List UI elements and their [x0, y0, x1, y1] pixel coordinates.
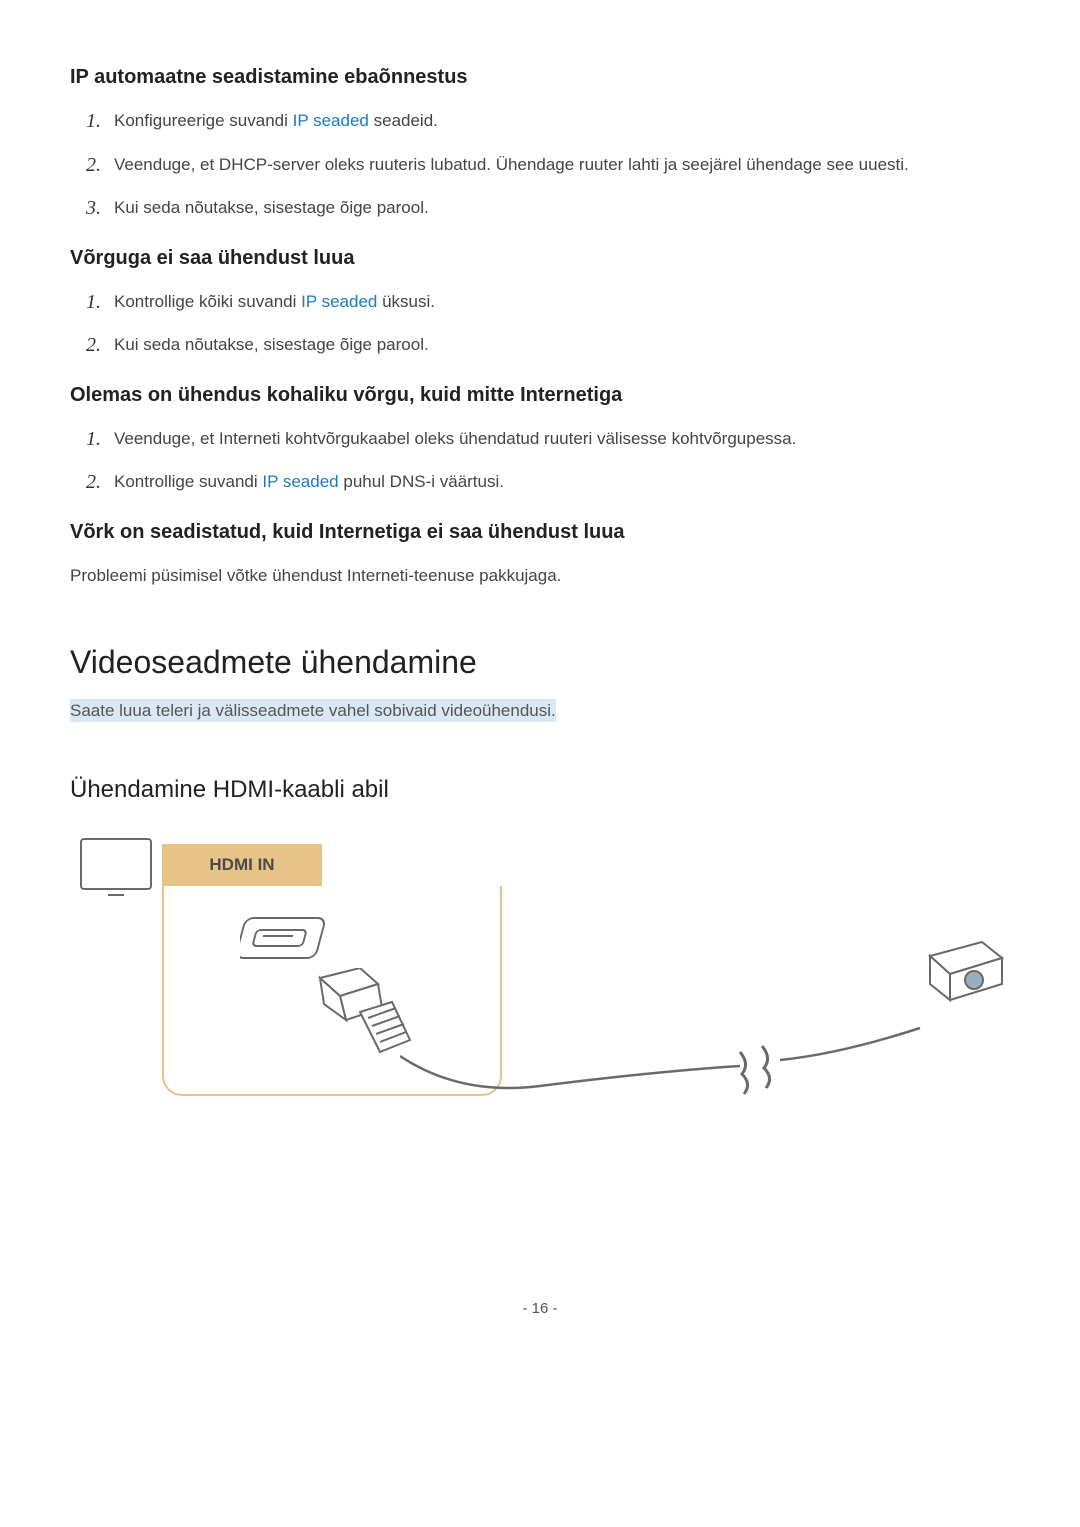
body-text: Probleemi püsimisel võtke ühendust Inter… — [70, 563, 1010, 589]
section-heading: Võrguga ei saa ühendust luua — [70, 243, 1010, 273]
text: Kontrollige suvandi — [114, 472, 262, 491]
hdmi-diagram: HDMI IN — [70, 838, 1010, 1118]
link-text: IP seaded — [293, 111, 369, 130]
hdmi-port-icon — [240, 910, 340, 970]
list-item: Konfigureerige suvandi IP seaded seadeid… — [86, 108, 1010, 134]
link-text: IP seaded — [301, 292, 377, 311]
ordered-list: Konfigureerige suvandi IP seaded seadeid… — [86, 108, 1010, 221]
sub-heading: Ühendamine HDMI-kaabli abil — [70, 772, 1010, 808]
list-item: Kontrollige suvandi IP seaded puhul DNS-… — [86, 469, 1010, 495]
text: Veenduge, et Interneti kohtvõrgukaabel o… — [114, 429, 796, 448]
text: seadeid. — [369, 111, 438, 130]
page-number: - 16 - — [70, 1298, 1010, 1321]
list-item: Veenduge, et DHCP-server oleks ruuteris … — [86, 152, 1010, 178]
list-item: Kui seda nõutakse, sisestage õige parool… — [86, 332, 1010, 358]
tv-icon — [80, 838, 152, 890]
link-text: IP seaded — [262, 472, 338, 491]
cable-icon — [400, 1016, 940, 1106]
list-item: Kui seda nõutakse, sisestage õige parool… — [86, 195, 1010, 221]
text: puhul DNS-i väärtusi. — [339, 472, 504, 491]
hdmi-label: HDMI IN — [162, 844, 322, 886]
text: Kui seda nõutakse, sisestage õige parool… — [114, 335, 429, 354]
text: üksusi. — [377, 292, 435, 311]
section-heading: Olemas on ühendus kohaliku võrgu, kuid m… — [70, 380, 1010, 410]
section-heading: IP automaatne seadistamine ebaõnnestus — [70, 62, 1010, 92]
tv-stand-icon — [108, 890, 124, 896]
list-item: Veenduge, et Interneti kohtvõrgukaabel o… — [86, 426, 1010, 452]
ordered-list: Kontrollige kõiki suvandi IP seaded üksu… — [86, 289, 1010, 358]
main-title: Videoseadmete ühendamine — [70, 638, 1010, 686]
text: Kui seda nõutakse, sisestage õige parool… — [114, 198, 429, 217]
device-icon — [920, 938, 1010, 1018]
subtitle: Saate luua teleri ja välisseadmete vahel… — [70, 699, 556, 722]
list-item: Kontrollige kõiki suvandi IP seaded üksu… — [86, 289, 1010, 315]
ordered-list: Veenduge, et Interneti kohtvõrgukaabel o… — [86, 426, 1010, 495]
section-heading: Võrk on seadistatud, kuid Internetiga ei… — [70, 517, 1010, 547]
text: Konfigureerige suvandi — [114, 111, 293, 130]
text: Kontrollige kõiki suvandi — [114, 292, 301, 311]
text: Veenduge, et DHCP-server oleks ruuteris … — [114, 155, 909, 174]
